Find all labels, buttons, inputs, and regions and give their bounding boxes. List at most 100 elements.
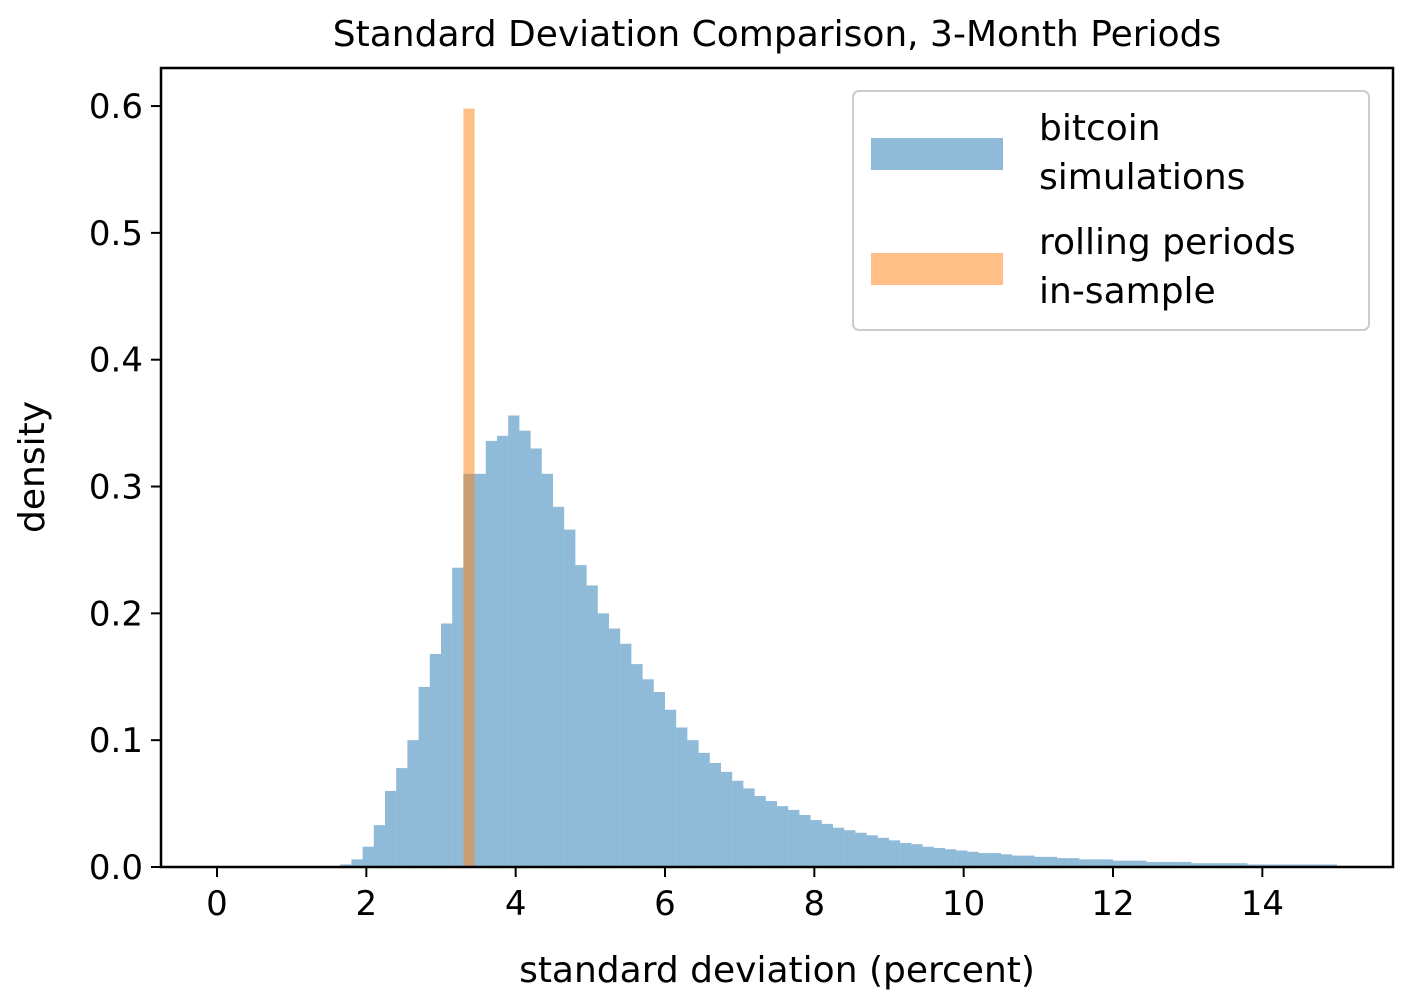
x-tick-label: 14 [1241, 884, 1284, 924]
histogram-bar-series-0 [1225, 863, 1237, 867]
histogram-bar-series-0 [1247, 864, 1259, 867]
histogram-bar-series-0 [978, 853, 990, 867]
histogram-bar-series-0 [620, 643, 632, 867]
x-tick-label: 12 [1091, 884, 1134, 924]
x-axis-label: standard deviation (percent) [519, 950, 1035, 991]
histogram-bar-series-0 [1023, 855, 1035, 867]
histogram-bar-series-0 [1034, 856, 1046, 867]
histogram-bar-series-0 [1169, 861, 1181, 867]
histogram-bar-series-0 [1101, 859, 1113, 867]
y-tick-label: 0.0 [89, 848, 143, 888]
histogram-bar-series-0 [385, 790, 397, 867]
histogram-bar-series-0 [765, 801, 777, 867]
histogram-bar-series-0 [900, 842, 912, 867]
histogram-bar-series-0 [732, 780, 744, 867]
histogram-bar-series-0 [553, 506, 565, 867]
histogram-bar-series-0 [687, 740, 699, 867]
legend-swatch-bitcoin-simulations [871, 138, 1003, 170]
x-tick-label: 6 [654, 884, 676, 924]
histogram-bar-series-0 [642, 679, 654, 867]
legend-label-simulations: simulations [1039, 157, 1245, 198]
histogram-bar-series-0 [474, 473, 486, 867]
histogram-bar-series-0 [1258, 864, 1270, 867]
histogram-bar-series-0 [1045, 856, 1057, 867]
histogram-bar-series-0 [653, 691, 665, 867]
x-tick-label: 8 [804, 884, 826, 924]
histogram-bar-series-0 [1269, 864, 1281, 867]
y-axis: 0.0 0.1 0.2 0.3 0.4 0.5 0.6 [89, 87, 161, 888]
legend-label-in-sample: in-sample [1039, 271, 1216, 312]
histogram-bar-series-0 [1303, 864, 1315, 867]
legend-label-rolling-periods: rolling periods [1039, 222, 1296, 263]
histogram-bar-series-0 [1079, 859, 1091, 867]
histogram-bar-series-0 [709, 763, 721, 867]
histogram-bar-series-0 [1236, 863, 1248, 867]
histogram-bar-series-0 [1113, 860, 1125, 867]
histogram-bar-series-0 [1146, 861, 1158, 867]
y-tick-label: 0.2 [89, 594, 143, 634]
histogram-bar-series-0 [877, 837, 889, 867]
histogram-bar-series-0 [1012, 855, 1024, 867]
histogram-bar-series-0 [418, 686, 430, 867]
histogram-bar-series-0 [351, 859, 363, 867]
histogram-bar-series-0 [698, 752, 710, 867]
histogram-bar-series-0 [1135, 860, 1147, 867]
legend-label-bitcoin: bitcoin [1039, 108, 1161, 149]
histogram-bar-series-0 [889, 840, 901, 867]
plot-frame [159, 66, 1395, 869]
histogram-bar-series-0 [1191, 863, 1203, 867]
y-tick-label: 0.4 [89, 341, 143, 381]
histogram-bar-series-0 [1057, 858, 1069, 867]
histogram-bar-series-0 [441, 623, 453, 867]
histogram-bar-series-0 [609, 628, 621, 867]
histogram-bar-series-0 [1325, 864, 1337, 867]
x-axis: 0 2 4 6 8 10 12 14 [206, 867, 1284, 924]
x-tick-label: 4 [505, 884, 527, 924]
histogram-bar-series-0 [788, 809, 800, 867]
histogram-bar-series-0 [989, 853, 1001, 867]
histogram-bar-series-0 [844, 830, 856, 867]
histogram-bar-series-0 [508, 415, 520, 867]
histogram-bar-series-0 [519, 430, 531, 867]
x-tick-label: 2 [356, 884, 378, 924]
histogram-bar-series-0 [541, 473, 553, 867]
histogram-bar-series-0 [429, 653, 441, 867]
histogram-bar-series-0 [956, 850, 968, 867]
x-tick-label: 10 [942, 884, 985, 924]
histogram-bar-series-0 [665, 709, 677, 867]
chart-title: Standard Deviation Comparison, 3-Month P… [333, 14, 1221, 55]
histogram-bar-series-0 [754, 795, 766, 867]
histogram-bar-series-0 [911, 844, 923, 867]
histogram-bar-series-0 [340, 864, 352, 867]
histogram-bar-series-0 [721, 771, 733, 867]
histogram-bar-series-0 [866, 835, 878, 867]
histogram-bar-series-0 [833, 827, 845, 867]
histogram-bar-series-0 [497, 435, 509, 867]
histogram-bar-series-0 [1001, 854, 1013, 867]
x-tick-label: 0 [206, 884, 228, 924]
histogram-bar-series-0 [1292, 864, 1304, 867]
legend: bitcoin simulations rolling periods in-s… [852, 90, 1370, 331]
histogram-bar-series-0 [777, 806, 789, 867]
histogram-bar-series-0 [597, 613, 609, 867]
histogram-bar-series-0 [743, 788, 755, 867]
histogram-bar-series-0 [1202, 863, 1214, 867]
histogram-bar-series-0 [799, 815, 811, 867]
histogram-bar-series-0 [373, 825, 385, 867]
histogram-bar-series-0 [1213, 863, 1225, 867]
y-axis-label: density [12, 401, 53, 533]
histogram-bar-series-0 [396, 768, 408, 867]
histogram-bar-series-0 [407, 740, 419, 867]
histogram-bar-series-0 [967, 851, 979, 867]
histogram-bar-series-0 [1157, 861, 1169, 867]
bars-layer [340, 108, 1360, 868]
histogram-bar-series-0 [452, 567, 464, 867]
y-tick-label: 0.1 [89, 721, 143, 761]
y-tick-label: 0.3 [89, 468, 143, 508]
histogram-bar-series-0 [564, 529, 576, 867]
y-tick-label: 0.5 [89, 214, 143, 254]
histogram-bar-series-0 [1180, 861, 1192, 867]
histogram-bar-series-0 [631, 664, 643, 867]
histogram-bar-series-0 [1281, 864, 1293, 867]
